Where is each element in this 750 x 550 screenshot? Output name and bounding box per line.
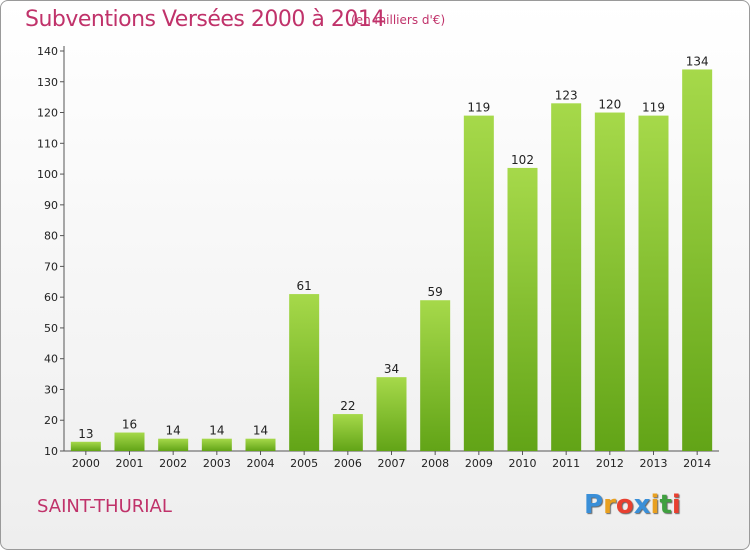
bar (289, 294, 320, 451)
bar-value-label: 14 (166, 424, 181, 438)
bar (114, 432, 145, 451)
bar-value-label: 13 (78, 427, 93, 441)
bar (245, 438, 276, 451)
x-tick-label: 2012 (596, 457, 624, 470)
bar (594, 112, 625, 452)
bar-value-label: 119 (642, 101, 665, 115)
y-tick-label: 120 (37, 107, 58, 120)
x-tick-label: 2006 (334, 457, 362, 470)
logo-letter: i (650, 490, 660, 520)
bar-value-label: 22 (340, 399, 355, 413)
y-tick-label: 40 (44, 353, 58, 366)
y-tick-label: 110 (37, 137, 58, 150)
x-tick-label: 2001 (116, 457, 144, 470)
bar-value-label: 14 (253, 424, 268, 438)
y-tick-label: 100 (37, 168, 58, 181)
commune-name: SAINT-THURIAL (37, 496, 172, 517)
bar (507, 167, 538, 451)
chart-bars: 13 2000 16 2001 14 2002 14 2003 14 2004 61 2005 22 20… (70, 54, 713, 470)
x-tick-label: 2008 (421, 457, 449, 470)
bar-value-label: 102 (511, 153, 534, 167)
bar-value-label: 16 (122, 418, 137, 432)
x-tick-label: 2004 (247, 457, 275, 470)
bar-value-label: 123 (555, 88, 578, 102)
y-tick-label: 30 (44, 383, 58, 396)
bar (420, 300, 451, 451)
logo-letter: i (671, 490, 681, 520)
y-tick-label: 130 (37, 76, 58, 89)
chart-axes: 10 20 30 40 50 60 70 80 90 100 110 120 130 140 (37, 45, 719, 458)
bar (332, 414, 363, 451)
proxiti-logo: Proxiti (584, 490, 681, 520)
bar (376, 377, 407, 451)
bar-value-label: 61 (297, 279, 312, 293)
logo-letter: r (603, 490, 616, 520)
x-tick-label: 2002 (159, 457, 187, 470)
y-tick-label: 10 (44, 445, 58, 458)
chart-units: (en milliers d'€) (351, 13, 446, 27)
x-tick-label: 2000 (72, 457, 100, 470)
bar-value-label: 134 (686, 54, 709, 68)
bar-value-label: 14 (209, 424, 224, 438)
y-tick-label: 70 (44, 260, 58, 273)
y-tick-label: 60 (44, 291, 58, 304)
x-tick-label: 2007 (378, 457, 406, 470)
y-tick-label: 50 (44, 322, 58, 335)
logo-letter: t (659, 490, 672, 520)
bar-value-label: 34 (384, 362, 399, 376)
bar (682, 69, 713, 451)
x-tick-label: 2003 (203, 457, 231, 470)
bar (463, 115, 494, 451)
bar (70, 441, 101, 451)
bar (551, 103, 582, 452)
y-tick-label: 90 (44, 199, 58, 212)
logo-letter: P (584, 490, 604, 520)
x-tick-label: 2011 (552, 457, 580, 470)
y-tick-label: 80 (44, 230, 58, 243)
bar-value-label: 59 (428, 285, 443, 299)
logo-letter: o (615, 490, 634, 520)
bar (158, 438, 189, 451)
chart-title: Subventions Versées 2000 à 2014 (25, 7, 385, 32)
y-tick-label: 20 (44, 414, 58, 427)
x-tick-label: 2009 (465, 457, 493, 470)
x-tick-label: 2013 (640, 457, 668, 470)
bar-value-label: 119 (467, 101, 490, 115)
bar-value-label: 120 (598, 98, 621, 112)
x-tick-label: 2010 (509, 457, 537, 470)
x-tick-label: 2014 (683, 457, 711, 470)
bar (201, 438, 232, 451)
y-tick-label: 140 (37, 45, 58, 58)
x-tick-label: 2005 (290, 457, 318, 470)
logo-letter: x (633, 490, 651, 520)
bar (638, 115, 669, 451)
